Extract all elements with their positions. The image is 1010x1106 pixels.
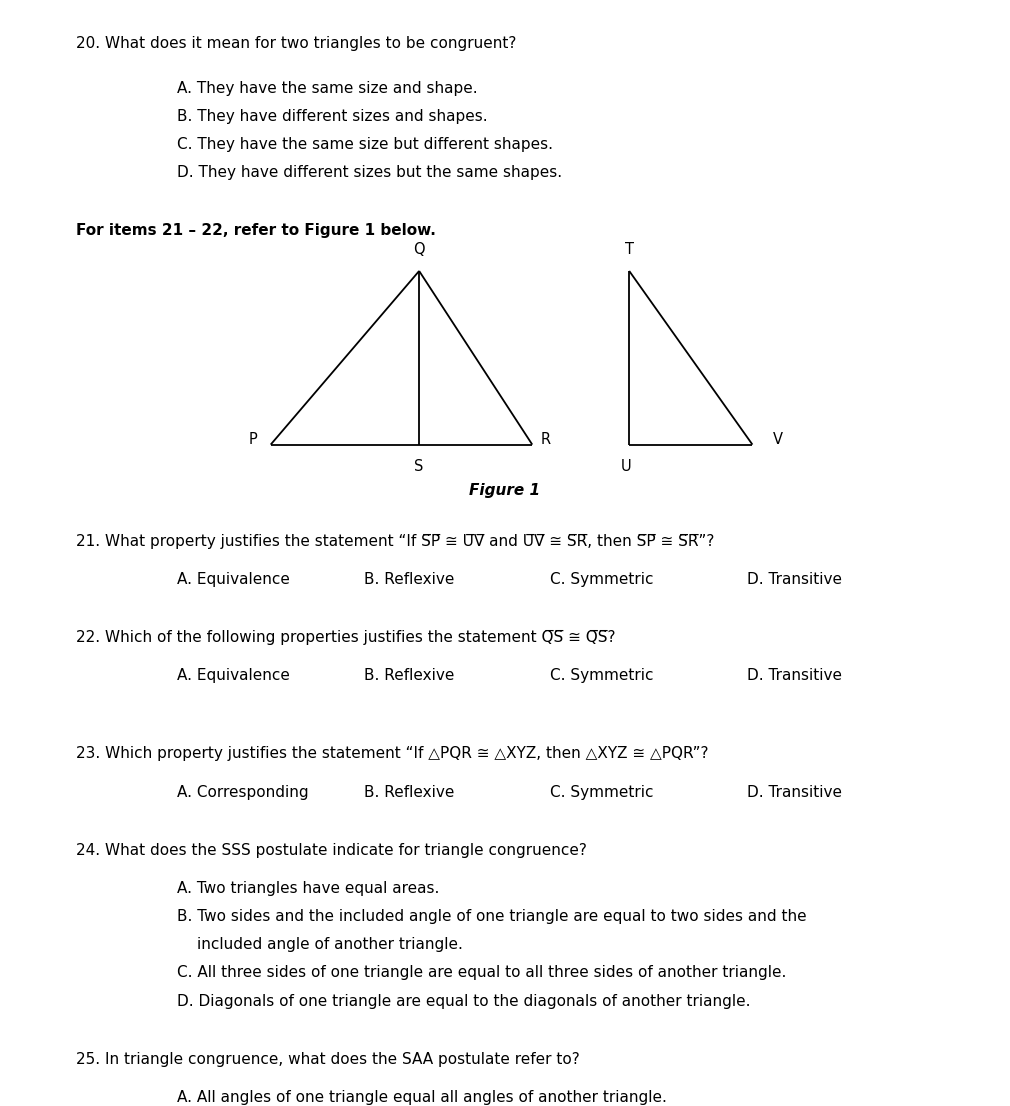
Text: 25. In triangle congruence, what does the SAA postulate refer to?: 25. In triangle congruence, what does th… [76,1052,580,1066]
Text: A. They have the same size and shape.: A. They have the same size and shape. [177,81,478,95]
Text: U: U [621,459,631,474]
Text: 23. Which property justifies the statement “If △PQR ≅ △XYZ, then △XYZ ≅ △PQR”?: 23. Which property justifies the stateme… [76,747,708,761]
Text: P: P [248,431,258,447]
Text: D. They have different sizes but the same shapes.: D. They have different sizes but the sam… [177,165,562,180]
Text: B. Reflexive: B. Reflexive [364,668,453,684]
Text: For items 21 – 22, refer to Figure 1 below.: For items 21 – 22, refer to Figure 1 bel… [76,223,435,238]
Text: included angle of another triangle.: included angle of another triangle. [197,937,463,952]
Text: A. Equivalence: A. Equivalence [177,572,290,587]
Text: C. All three sides of one triangle are equal to all three sides of another trian: C. All three sides of one triangle are e… [177,966,786,980]
Text: A. Two triangles have equal areas.: A. Two triangles have equal areas. [177,880,439,896]
Text: 24. What does the SSS postulate indicate for triangle congruence?: 24. What does the SSS postulate indicate… [76,843,587,857]
Text: A. Equivalence: A. Equivalence [177,668,290,684]
Text: A. Corresponding: A. Corresponding [177,784,308,800]
Text: D. Diagonals of one triangle are equal to the diagonals of another triangle.: D. Diagonals of one triangle are equal t… [177,993,750,1009]
Text: Figure 1: Figure 1 [470,483,540,499]
Text: 22. Which of the following properties justifies the statement Q̅S̅ ≅ Q̅S̅?: 22. Which of the following properties ju… [76,630,615,645]
Text: C. They have the same size but different shapes.: C. They have the same size but different… [177,137,552,152]
Text: C. Symmetric: C. Symmetric [550,572,653,587]
Text: R: R [540,431,550,447]
Text: B. Two sides and the included angle of one triangle are equal to two sides and t: B. Two sides and the included angle of o… [177,909,806,924]
Text: T: T [625,241,633,257]
Text: B. They have different sizes and shapes.: B. They have different sizes and shapes. [177,108,488,124]
Text: B. Reflexive: B. Reflexive [364,572,453,587]
Text: D. Transitive: D. Transitive [747,572,842,587]
Text: Q: Q [413,241,425,257]
Text: V: V [773,431,783,447]
Text: D. Transitive: D. Transitive [747,784,842,800]
Text: C. Symmetric: C. Symmetric [550,668,653,684]
Text: D. Transitive: D. Transitive [747,668,842,684]
Text: C. Symmetric: C. Symmetric [550,784,653,800]
Text: B. Reflexive: B. Reflexive [364,784,453,800]
Text: S: S [414,459,424,474]
Text: A. All angles of one triangle equal all angles of another triangle.: A. All angles of one triangle equal all … [177,1089,667,1105]
Text: 20. What does it mean for two triangles to be congruent?: 20. What does it mean for two triangles … [76,36,516,52]
Text: 21. What property justifies the statement “If S̅P̅ ≅ U̅V̅ and U̅V̅ ≅ S̅R̅, then : 21. What property justifies the statemen… [76,534,714,549]
